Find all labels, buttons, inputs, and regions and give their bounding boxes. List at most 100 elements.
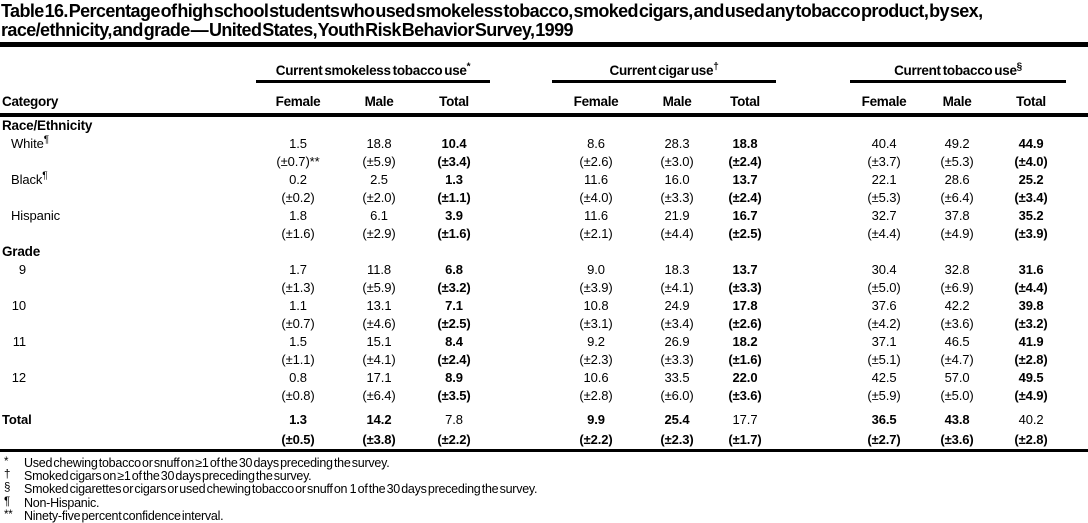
table-row: Black¶ 0.2 2.5 1.3 11.6 16.0 13.7 22.1 28.6 25.2 — [0, 171, 1088, 189]
confidence-interval-cell: (±1.6) — [281, 226, 315, 241]
category-column-header: Category — [0, 81, 256, 117]
section-label: Grade — [2, 244, 41, 259]
row-label: 12 — [0, 369, 256, 387]
row-label: 11 — [0, 333, 256, 351]
confidence-interval-cell: (±4.4) — [867, 226, 901, 241]
confidence-interval-cell: (±2.2) — [437, 432, 471, 447]
value-cell: 57.0 — [944, 370, 970, 385]
value-cell: 42.2 — [944, 298, 970, 313]
value-cell: 6.8 — [445, 262, 463, 277]
value-cell: 3.9 — [445, 208, 463, 223]
spacer-cell — [490, 351, 552, 369]
table-body: Race/Ethnicity White¶ 1.5 18.8 10.4 8.6 28.3 18… — [0, 115, 1088, 449]
confidence-interval-cell: (±5.1) — [867, 352, 901, 367]
value-cell: 17.1 — [366, 370, 392, 385]
confidence-interval-cell: (±2.1) — [579, 226, 613, 241]
group-header-smokeless-label: Current smokeless tobacco use — [275, 63, 467, 78]
confidence-interval-row: (±0.7) (±4.6) (±2.5) (±3.1) (±3.4) (±2.6) (±4.… — [0, 315, 1088, 333]
value-cell: 11.8 — [367, 262, 391, 277]
footnote-marker: § — [4, 482, 11, 495]
value-cell: 32.8 — [944, 262, 970, 277]
spacer-cell — [1066, 135, 1088, 153]
confidence-interval-cell: (±0.5) — [281, 432, 315, 447]
spacer-cell — [776, 369, 850, 387]
row-label: Total — [0, 405, 256, 431]
value-cell: 10.6 — [583, 370, 609, 385]
confidence-interval-cell: (±0.7) — [281, 316, 315, 331]
row-label-text: Hispanic — [11, 208, 61, 223]
row-label-marker: ¶ — [43, 134, 50, 146]
group-header-row: Current smokeless tobacco use* Current c… — [0, 47, 1088, 83]
group-header-cigar-marker: † — [713, 61, 719, 73]
confidence-interval-cell: (±3.5) — [437, 388, 471, 403]
confidence-interval-cell: (±1.1) — [281, 352, 315, 367]
confidence-interval-cell: (±4.4) — [660, 226, 694, 241]
footnote: § Smoked cigarettes or cigars or used ch… — [0, 482, 1088, 496]
value-cell: 1.3 — [445, 172, 463, 187]
value-cell: 6.1 — [370, 208, 388, 223]
value-cell: 21.9 — [664, 208, 690, 223]
value-cell: 1.3 — [289, 412, 307, 427]
confidence-interval-cell: (±2.6) — [579, 154, 613, 169]
value-cell: 0.2 — [289, 172, 307, 187]
confidence-interval-cell: (±3.0) — [660, 154, 694, 169]
confidence-interval-row: (±1.6) (±2.9) (±1.6) (±2.1) (±4.4) (±2.5) (±4.… — [0, 225, 1088, 243]
confidence-interval-cell: (±2.4) — [728, 154, 762, 169]
value-cell: 39.8 — [1018, 298, 1044, 313]
spacer-cell — [1066, 369, 1088, 387]
spacer-cell — [490, 333, 552, 351]
value-cell: 1.8 — [289, 208, 307, 223]
value-cell: 18.8 — [366, 136, 392, 151]
spacer-cell — [490, 279, 552, 297]
confidence-interval-cell: (±3.9) — [1014, 226, 1048, 241]
spacer-cell — [776, 207, 850, 225]
value-cell: 15.1 — [366, 334, 392, 349]
table-row: Total 1.3 14.2 7.8 9.9 25.4 17.7 36.5 43.8 40.2 — [0, 405, 1088, 431]
spacer-cell — [490, 315, 552, 333]
footnote-marker: † — [4, 469, 11, 482]
confidence-interval-row: (±1.1) (±4.1) (±2.4) (±2.3) (±3.3) (±1.6) (±5.… — [0, 351, 1088, 369]
value-cell: 40.2 — [1018, 412, 1044, 427]
value-cell: 1.1 — [289, 298, 307, 313]
confidence-interval-cell: (±4.2) — [867, 316, 901, 331]
row-label-text: 12 — [11, 370, 26, 385]
value-cell: 11.6 — [584, 172, 608, 187]
col-header-male: Male — [340, 81, 418, 117]
value-cell: 49.2 — [944, 136, 970, 151]
confidence-interval-cell: (±4.1) — [362, 352, 396, 367]
confidence-interval-row: (±0.5) (±3.8) (±2.2) (±2.2) (±2.3) (±1.7) (±2.… — [0, 431, 1088, 449]
footnote: † Smoked cigars on ≥1 of the 30 days pre… — [0, 469, 1088, 483]
col-header-female: Female — [256, 81, 340, 117]
confidence-interval-cell: (±2.2) — [579, 432, 613, 447]
row-label-empty — [0, 351, 256, 369]
confidence-interval-cell: (±1.6) — [728, 352, 762, 367]
value-cell: 18.2 — [732, 334, 758, 349]
value-cell: 37.8 — [944, 208, 970, 223]
table-row: 9 1.7 11.8 6.8 9.0 18.3 13.7 30.4 32.8 31.6 — [0, 261, 1088, 279]
spacer-cell — [776, 189, 850, 207]
category-header-spacer — [0, 47, 256, 82]
group-header-smokeless-marker: * — [466, 61, 471, 73]
table-row: Hispanic 1.8 6.1 3.9 11.6 21.9 16.7 32.7 37.8 35.… — [0, 207, 1088, 225]
row-label-empty — [0, 189, 256, 207]
spacer-cell — [776, 387, 850, 405]
value-cell: 43.8 — [944, 412, 970, 427]
value-cell: 17.7 — [732, 412, 758, 427]
row-label-text: 10 — [11, 298, 26, 313]
table-row: 11 1.5 15.1 8.4 9.2 26.9 18.2 37.1 46.5 41.9 — [0, 333, 1088, 351]
spacer-cell — [776, 153, 850, 171]
confidence-interval-cell: (±3.2) — [437, 280, 471, 295]
value-cell: 13.1 — [366, 298, 392, 313]
row-label-marker: ¶ — [42, 170, 48, 182]
value-cell: 25.2 — [1018, 172, 1044, 187]
footnote: ** Ninety-five percent confidence interv… — [0, 509, 1088, 523]
value-cell: 0.8 — [289, 370, 307, 385]
footnotes: * Used chewing tobacco or snuff on ≥1 of… — [0, 452, 1088, 523]
table-row: 10 1.1 13.1 7.1 10.8 24.9 17.8 37.6 42.2 39.8 — [0, 297, 1088, 315]
spacer-cell — [490, 261, 552, 279]
group-header-cigar-label: Current cigar use — [609, 63, 714, 78]
spacer-cell — [490, 297, 552, 315]
confidence-interval-cell: (±5.3) — [940, 154, 974, 169]
table-header: Current smokeless tobacco use* Current c… — [0, 47, 1088, 117]
